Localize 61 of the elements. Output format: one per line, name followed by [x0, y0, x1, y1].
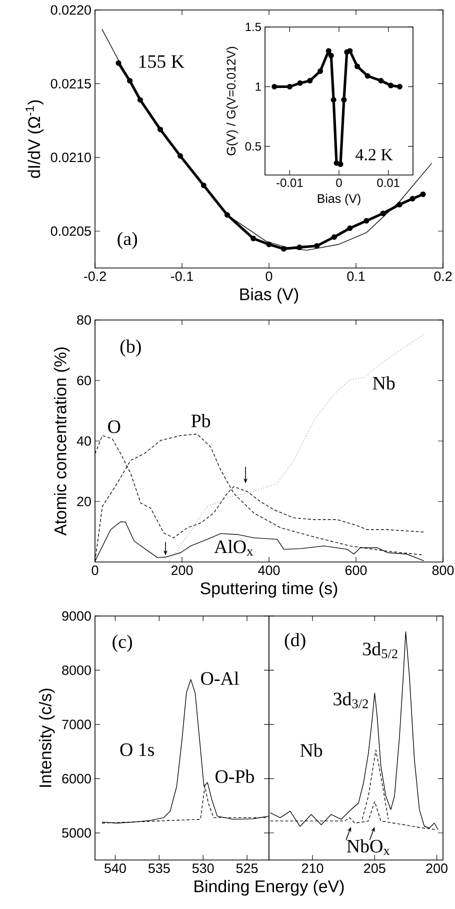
x-tick-label: 0: [336, 178, 342, 187]
y-tick-label: 1: [256, 82, 261, 91]
annotation: (b): [120, 340, 141, 357]
annotation: (a): [118, 232, 138, 249]
annotation: O: [108, 420, 120, 434]
annotation: 4.2 K: [356, 148, 393, 160]
x-tick-label: 600: [345, 566, 367, 576]
x-tick-label: 400: [258, 566, 280, 576]
x-tick-label: 0: [92, 566, 98, 576]
x-tick-label: 0: [266, 272, 272, 282]
x-tick-label: -0.01: [276, 178, 303, 187]
y-tick-label: 0.0220: [50, 5, 91, 15]
x-tick-label: -0.2: [84, 272, 106, 282]
annotation: NbO$_{x}$: [346, 839, 390, 855]
x-tick-label: 540: [104, 864, 126, 874]
annotation: Pb: [191, 414, 210, 428]
annotation: (d): [284, 633, 306, 650]
x-tick-label: 535: [148, 864, 170, 874]
y-axis-title: Intensity (c/s): [38, 688, 55, 787]
x-tick-label: 205: [364, 864, 386, 874]
x-tick-label: -0.1: [171, 272, 193, 282]
annotation: Nb: [300, 744, 322, 757]
y-tick-label: 0.5: [245, 142, 261, 151]
y-tick-label: 40: [76, 436, 91, 446]
x-axis-title: Sputtering time (s): [200, 582, 338, 598]
x-tick-label: 0.01: [377, 178, 400, 187]
y-tick-label: 7000: [62, 720, 91, 730]
x-tick-label: 800: [432, 566, 454, 576]
annotation: AlO$_{x}$: [214, 540, 254, 556]
y-axis-title: dI/dV (Ω$^{-1}$): [26, 100, 44, 178]
annotation: O-Pb: [216, 770, 254, 783]
annotation: 155 K: [139, 55, 184, 68]
y-tick-label: 20: [77, 496, 91, 506]
annotation: O 1s: [120, 743, 154, 756]
x-tick-label: 210: [302, 864, 324, 874]
y-axis-title: Atomic concentration (%): [54, 347, 70, 536]
y-tick-label: 0.0210: [50, 152, 91, 162]
y-tick-label: 1.5: [246, 22, 261, 32]
annotation: 3d$_{5/2}$: [363, 642, 398, 658]
annotation: (c): [112, 634, 132, 652]
x-tick-label: 0.2: [434, 272, 452, 282]
x-tick-label: 200: [171, 566, 193, 576]
x-tick-label: 525: [236, 864, 258, 874]
x-tick-label: 0.1: [347, 272, 365, 282]
x-axis-title: Bias (V): [318, 194, 360, 206]
x-axis-title: Bias (V): [240, 288, 298, 304]
y-tick-label: 6000: [62, 774, 91, 784]
y-tick-label: 80: [77, 315, 91, 325]
x-axis-title: Binding Energy (eV): [194, 880, 344, 896]
x-tick-label: 530: [192, 864, 214, 874]
y-tick-label: 0.0215: [50, 78, 91, 88]
annotation: 3d$_{3/2}$: [334, 692, 368, 708]
annotation: Nb: [372, 376, 395, 390]
y-tick-label: 5000: [62, 828, 91, 838]
y-tick-label: 9000: [62, 611, 91, 621]
y-tick-label: 60: [77, 376, 91, 386]
y-tick-label: 0.0205: [50, 226, 91, 236]
x-tick-label: 200: [426, 864, 448, 874]
annotation: O-Al: [201, 672, 239, 685]
y-tick-label: 8000: [62, 665, 91, 675]
y-axis-title: G(V) / G(V=0.012V): [226, 46, 238, 156]
